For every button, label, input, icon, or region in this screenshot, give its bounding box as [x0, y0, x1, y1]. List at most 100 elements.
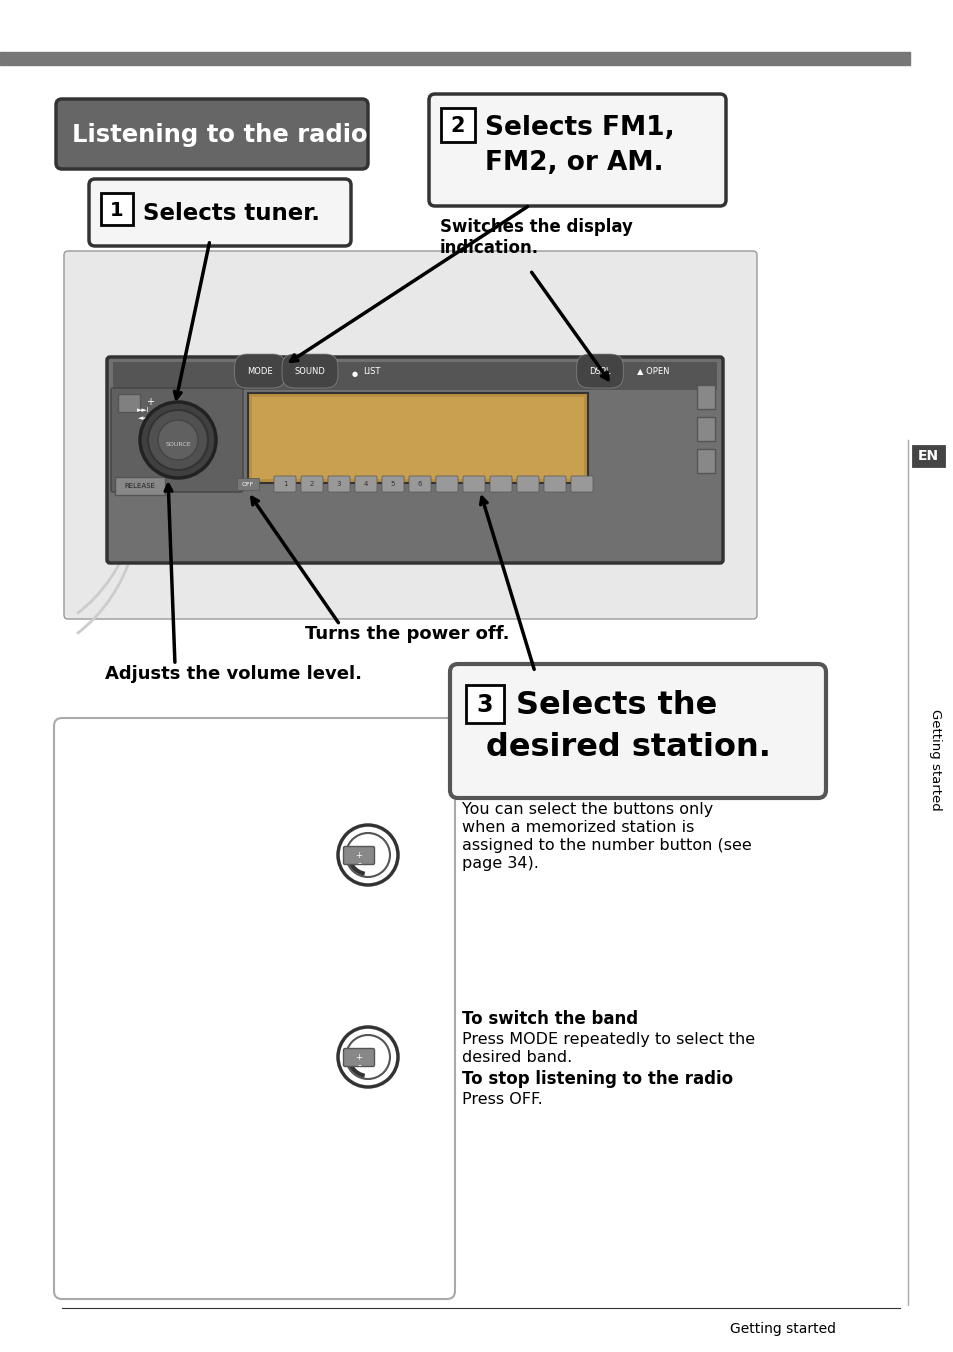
Circle shape — [158, 420, 198, 460]
FancyBboxPatch shape — [436, 476, 457, 492]
Circle shape — [140, 402, 215, 479]
Text: -: - — [356, 859, 360, 868]
Text: FM2, or AM.: FM2, or AM. — [484, 150, 663, 176]
FancyBboxPatch shape — [89, 178, 351, 246]
Text: Turns the power off.: Turns the power off. — [305, 625, 509, 644]
Text: EN: EN — [917, 449, 938, 462]
Bar — [0, 51, 909, 65]
Bar — [911, 445, 944, 466]
FancyBboxPatch shape — [490, 476, 512, 492]
Text: Push the  SEEK/AMS  control up or: Push the SEEK/AMS control up or — [75, 794, 349, 808]
Text: +: + — [355, 1053, 362, 1063]
Bar — [112, 362, 717, 389]
Text: To receive the desired: To receive the desired — [75, 925, 319, 944]
Text: Switches the display
indication.: Switches the display indication. — [439, 218, 632, 257]
FancyBboxPatch shape — [450, 664, 825, 798]
FancyBboxPatch shape — [465, 685, 503, 723]
Text: 11: 11 — [894, 1322, 917, 1340]
FancyBboxPatch shape — [543, 476, 565, 492]
FancyBboxPatch shape — [274, 476, 295, 492]
Text: LIST: LIST — [363, 366, 380, 376]
Text: MODE: MODE — [247, 366, 273, 376]
Text: Selects FM1,: Selects FM1, — [484, 115, 674, 141]
Text: Adjusts the volume level.: Adjusts the volume level. — [105, 665, 361, 683]
Text: -: - — [356, 1060, 360, 1069]
FancyBboxPatch shape — [462, 476, 484, 492]
Circle shape — [148, 410, 208, 470]
Text: 6: 6 — [417, 481, 422, 487]
Text: To receive a station: To receive a station — [75, 740, 291, 758]
Bar — [697, 416, 714, 441]
FancyBboxPatch shape — [429, 95, 725, 206]
Bar — [118, 393, 140, 412]
Circle shape — [337, 1028, 397, 1087]
Text: ▲ OPEN: ▲ OPEN — [636, 366, 669, 376]
Text: To stop listening to the radio: To stop listening to the radio — [461, 1069, 732, 1088]
Text: To search for preceding stations: To search for preceding stations — [75, 859, 314, 873]
Text: SOUND: SOUND — [294, 366, 325, 376]
FancyBboxPatch shape — [328, 476, 350, 492]
Circle shape — [346, 1036, 390, 1079]
Text: desired band.: desired band. — [461, 1051, 572, 1065]
Text: Push the  SEEK/AMS  control up or: Push the SEEK/AMS control up or — [75, 975, 349, 990]
Text: OFF: OFF — [242, 481, 253, 487]
FancyBboxPatch shape — [355, 476, 376, 492]
Text: page 34).: page 34). — [461, 856, 538, 871]
FancyBboxPatch shape — [301, 476, 323, 492]
Text: +: + — [355, 852, 362, 860]
Text: To search for succeeding stations: To search for succeeding stations — [75, 836, 319, 850]
FancyBboxPatch shape — [343, 1049, 375, 1067]
Bar — [115, 477, 165, 495]
Text: 1: 1 — [111, 200, 124, 219]
Text: 2: 2 — [310, 481, 314, 487]
Bar — [236, 479, 258, 489]
Text: To switch the band: To switch the band — [461, 1010, 638, 1028]
Bar — [248, 393, 587, 483]
Text: To search for a lower frequency: To search for a lower frequency — [75, 1060, 310, 1075]
Text: ►►I: ►►I — [136, 407, 150, 412]
FancyBboxPatch shape — [440, 108, 475, 142]
Bar — [889, 1306, 944, 1336]
Bar — [697, 449, 714, 473]
Text: Getting started: Getting started — [729, 1322, 835, 1336]
Text: 3: 3 — [476, 694, 493, 717]
Text: automatically (Automatic tuning): automatically (Automatic tuning) — [75, 763, 440, 781]
Text: frequency is received.: frequency is received. — [75, 1015, 253, 1030]
Text: Getting started: Getting started — [928, 710, 942, 811]
FancyBboxPatch shape — [111, 388, 243, 492]
FancyBboxPatch shape — [343, 846, 375, 864]
Text: desired station.: desired station. — [485, 731, 770, 763]
Text: when a memorized station is: when a memorized station is — [461, 821, 694, 836]
Circle shape — [337, 825, 397, 886]
Text: Selects the: Selects the — [516, 690, 717, 721]
Text: 3: 3 — [336, 481, 341, 487]
FancyBboxPatch shape — [107, 357, 722, 562]
Text: Scanning stops when the unit receives a: Scanning stops when the unit receives a — [75, 882, 400, 896]
Text: frequency (Manual tuning): frequency (Manual tuning) — [75, 946, 368, 965]
Text: assigned to the number button (see: assigned to the number button (see — [461, 838, 751, 853]
Text: ●: ● — [352, 370, 357, 377]
FancyBboxPatch shape — [56, 99, 368, 169]
Text: Listening to the radio: Listening to the radio — [71, 123, 367, 147]
Text: To search for a higher frequency: To search for a higher frequency — [75, 1038, 312, 1053]
FancyBboxPatch shape — [101, 193, 132, 224]
Text: Press MODE repeatedly to select the: Press MODE repeatedly to select the — [461, 1032, 755, 1046]
FancyBboxPatch shape — [517, 476, 538, 492]
Text: 1: 1 — [282, 481, 287, 487]
Text: 4: 4 — [363, 481, 368, 487]
Text: You can select the buttons only: You can select the buttons only — [461, 802, 713, 817]
FancyBboxPatch shape — [54, 718, 455, 1299]
FancyBboxPatch shape — [571, 476, 593, 492]
Text: RELEASE: RELEASE — [125, 483, 155, 489]
Text: ◄◄: ◄◄ — [137, 415, 149, 420]
Text: Selects tuner.: Selects tuner. — [143, 203, 319, 226]
Text: down momentarily.: down momentarily. — [75, 813, 229, 827]
Circle shape — [346, 833, 390, 877]
FancyBboxPatch shape — [409, 476, 431, 492]
FancyBboxPatch shape — [381, 476, 403, 492]
Text: SOURCE: SOURCE — [165, 442, 191, 446]
Text: 5: 5 — [391, 481, 395, 487]
Text: DSPL: DSPL — [589, 366, 610, 376]
Text: 2: 2 — [450, 116, 465, 137]
Text: station.: station. — [75, 900, 135, 915]
